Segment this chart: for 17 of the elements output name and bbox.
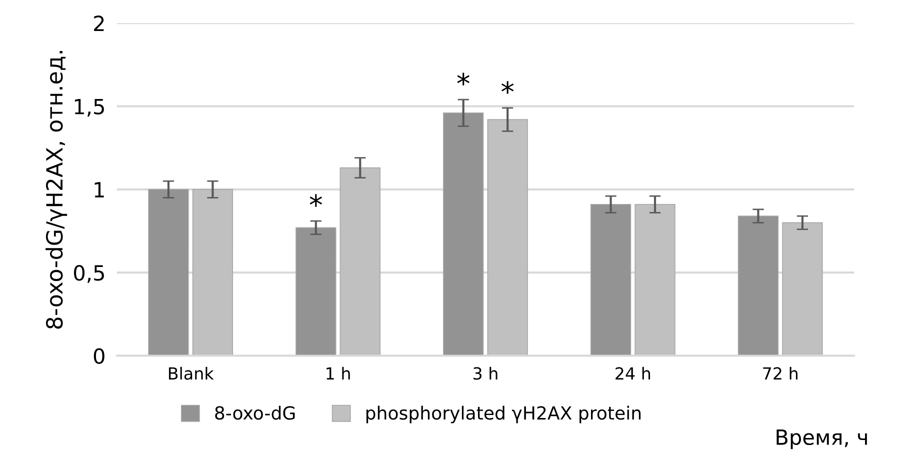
annotation: * [501, 81, 514, 94]
y-tick-label: 0 [94, 348, 104, 364]
x-axis-title: Время, ч [776, 430, 867, 450]
x-tick-label: 3 h [474, 366, 498, 380]
x-tick-label: 72 h [763, 366, 798, 380]
x-tick-label: Blank [168, 366, 214, 380]
y-tick-label: 2 [94, 16, 104, 32]
y-tick-label: 0,5 [74, 265, 104, 283]
legend-label: phosphorylated γH2AX protein [366, 406, 641, 424]
legend-label: 8-oxo-dG [215, 406, 295, 420]
x-tick-label: 24 h [616, 366, 650, 380]
annotation: * [310, 194, 322, 207]
y-tick-label: 1,5 [74, 98, 104, 117]
y-axis-title: 8-oxo-dG/γH2AX, отн.ед. [46, 51, 68, 329]
annotation: * [457, 72, 470, 86]
x-tick-label: 1 h [326, 366, 350, 380]
y-tick-label: 1 [94, 182, 104, 198]
